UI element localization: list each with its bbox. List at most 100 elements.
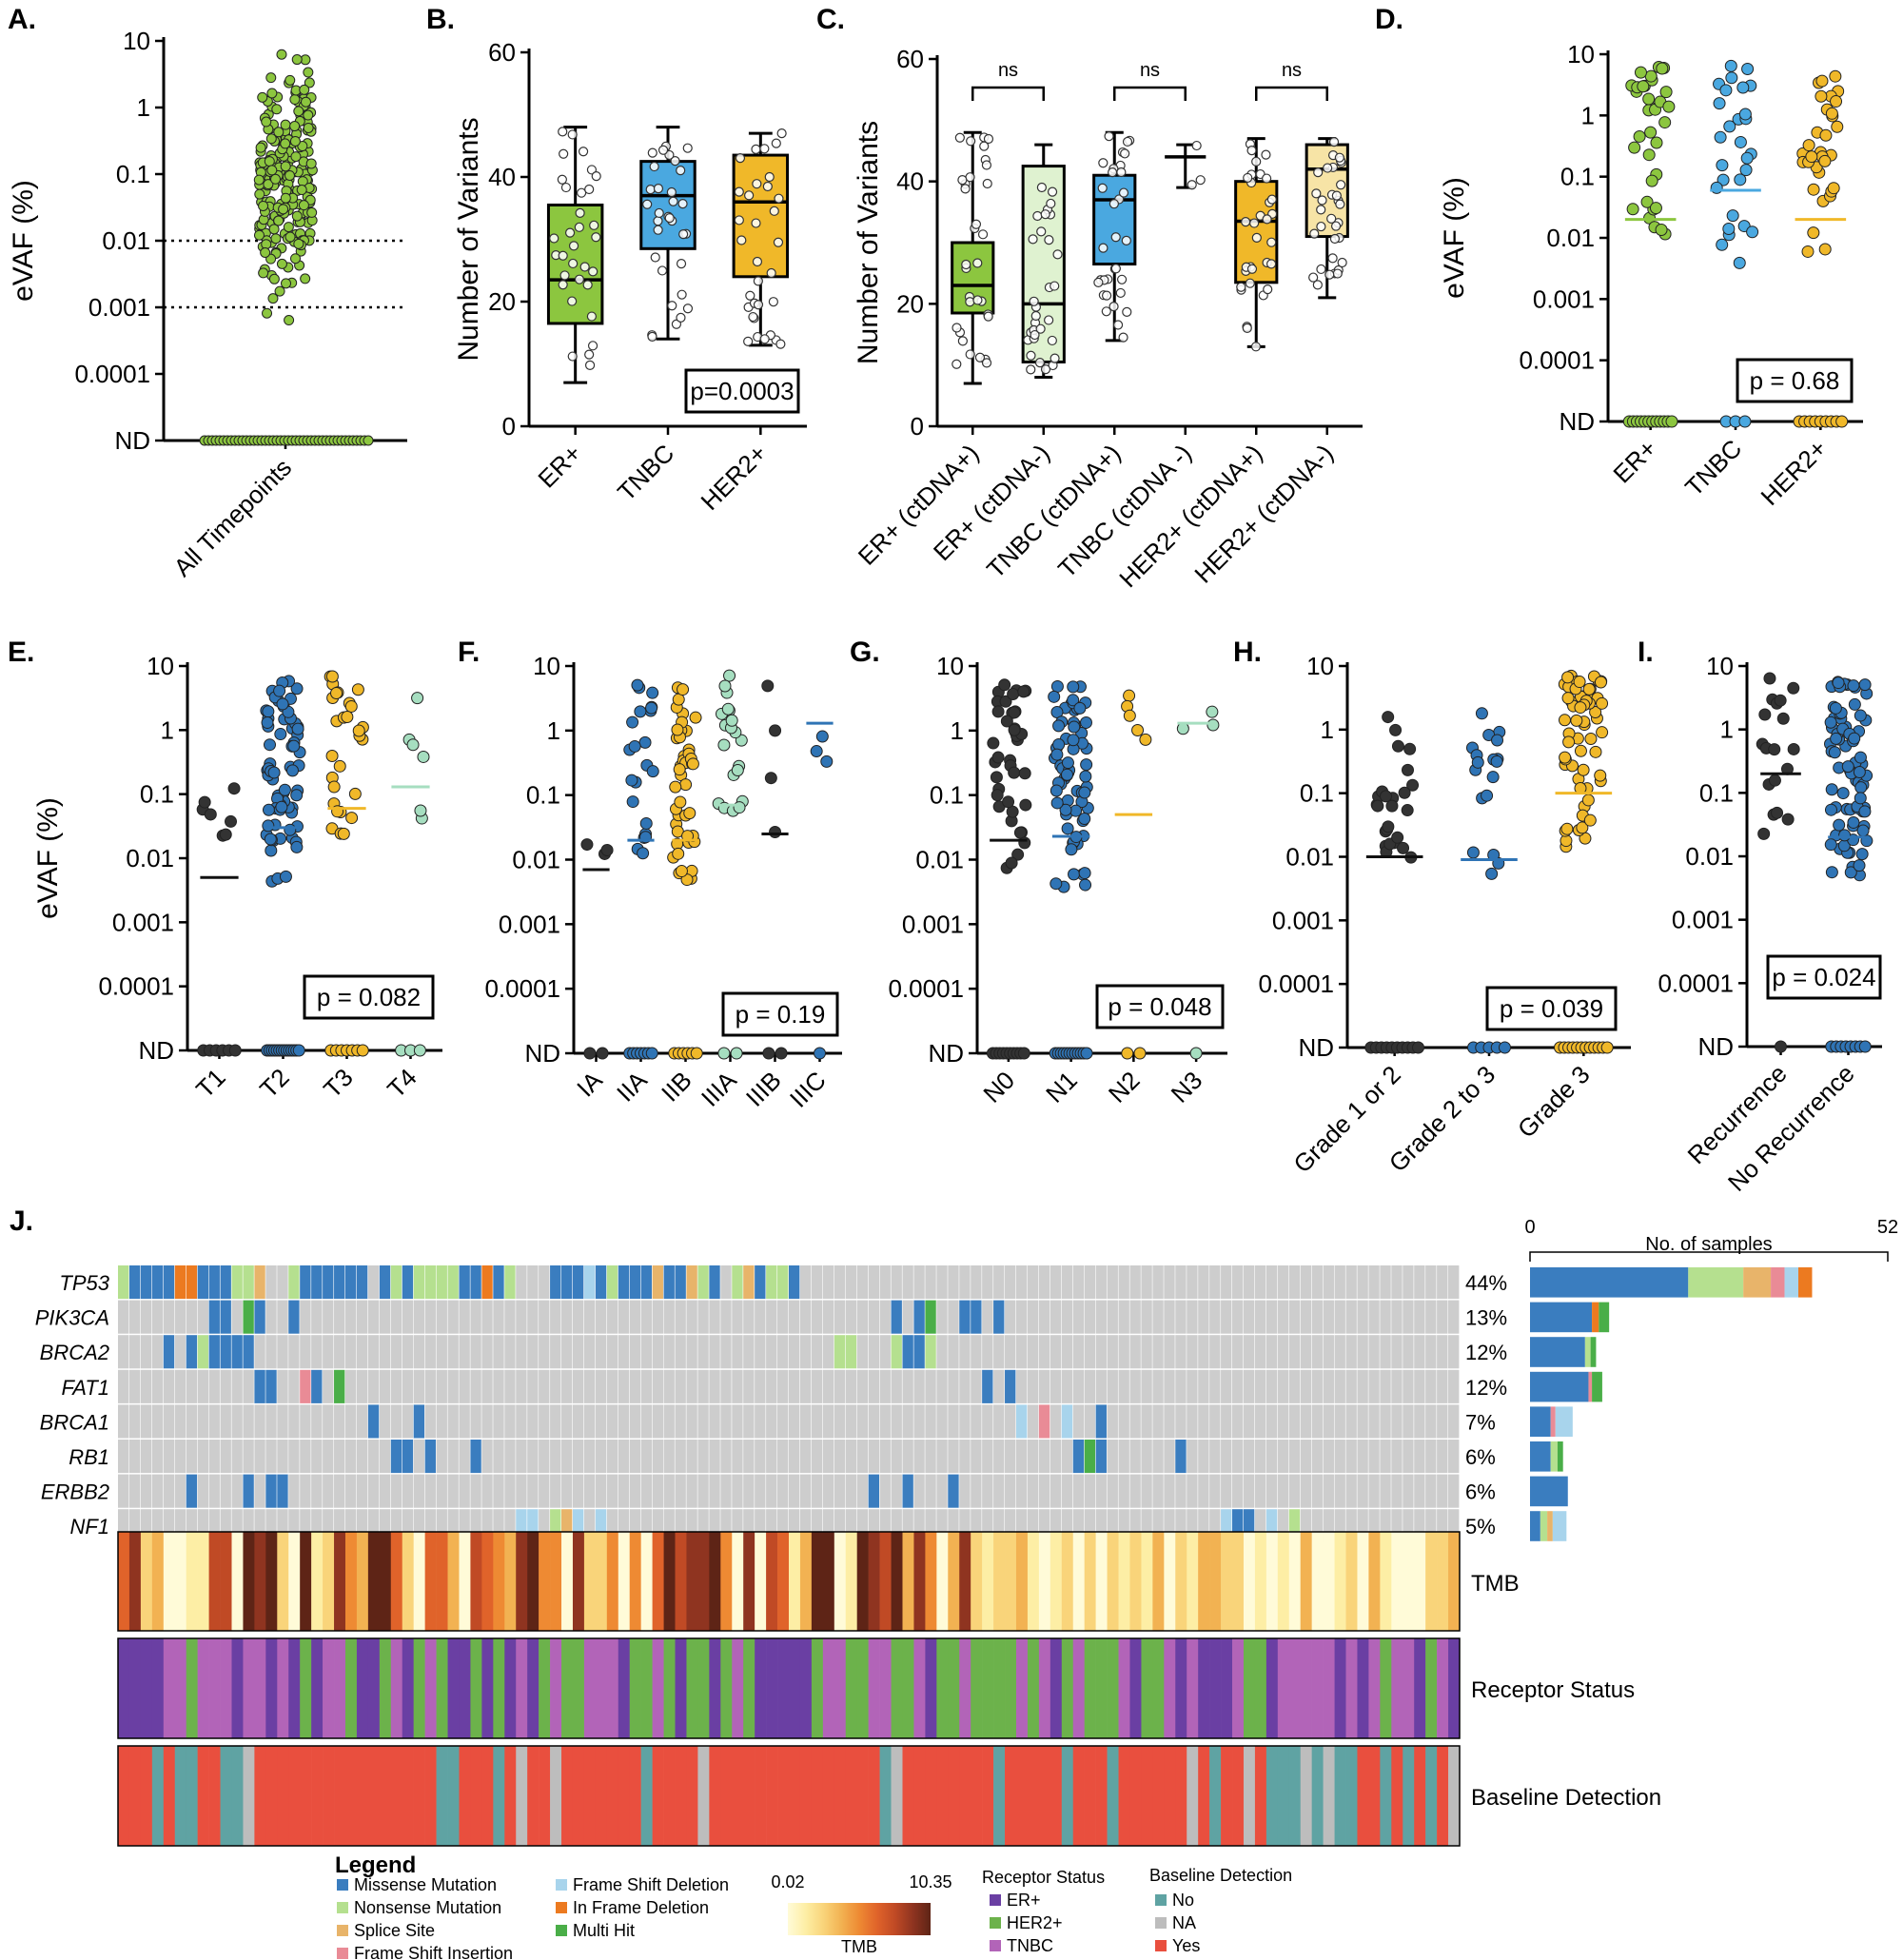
significance-bracket — [971, 86, 1045, 101]
mutation-cell — [1050, 1509, 1062, 1543]
mutation-cell — [561, 1404, 573, 1439]
baseline-cell — [390, 1746, 403, 1846]
mutation-cell — [799, 1474, 812, 1508]
mutation-cell — [1425, 1265, 1437, 1300]
mutation-cell — [1391, 1404, 1403, 1439]
mutation-cell — [652, 1265, 663, 1300]
receptor-cell — [1050, 1638, 1063, 1738]
y-tick-label: 1 — [1581, 101, 1595, 129]
receptor-cell — [402, 1638, 414, 1738]
data-point — [1574, 744, 1587, 757]
mutation-cell — [709, 1369, 720, 1403]
baseline-cell — [1221, 1746, 1233, 1846]
mutation-cell — [982, 1335, 993, 1369]
mutation-cell — [1050, 1474, 1062, 1508]
mutation-cell — [1072, 1440, 1085, 1474]
baseline-cell — [936, 1746, 949, 1846]
mutation-cell — [277, 1265, 288, 1300]
panel-label: D. — [1375, 4, 1403, 35]
gene-percent: 6% — [1465, 1480, 1496, 1504]
mutation-cell — [516, 1265, 527, 1300]
tmb-cell — [493, 1532, 505, 1631]
data-point — [253, 174, 265, 186]
mutation-cell — [128, 1369, 141, 1403]
data-point — [972, 295, 983, 305]
mutation-cell — [948, 1369, 959, 1403]
mutation-cell — [356, 1300, 368, 1334]
mutation-cell — [1448, 1265, 1460, 1300]
mutation-cell — [1015, 1474, 1028, 1508]
baseline-cell — [323, 1746, 335, 1846]
mutation-cell — [1095, 1404, 1107, 1439]
p-value-box — [721, 991, 839, 1037]
mutation-cell — [902, 1335, 913, 1369]
mutation-cell — [186, 1369, 198, 1403]
mutation-cell — [1005, 1335, 1016, 1369]
data-point — [289, 94, 301, 106]
mutation-cell — [504, 1404, 516, 1439]
mutation-cell — [1027, 1440, 1039, 1474]
data-point — [586, 165, 598, 175]
mutation-cell — [390, 1300, 402, 1334]
mutation-cell — [686, 1440, 697, 1474]
data-point — [284, 315, 295, 326]
x-tick-label: IIIB — [740, 1066, 787, 1112]
mutation-cell — [925, 1265, 936, 1300]
mutation-cell — [527, 1509, 539, 1543]
mutation-cell — [424, 1265, 436, 1300]
mutation-cell — [470, 1474, 481, 1508]
receptor-cell — [344, 1638, 358, 1738]
receptor-cell — [902, 1638, 914, 1738]
data-point — [1717, 173, 1730, 186]
mutation-cell — [459, 1509, 470, 1543]
mutation-cell — [618, 1509, 630, 1543]
data-point — [1311, 188, 1322, 199]
data-point — [1073, 701, 1087, 715]
panel-label: F. — [458, 637, 480, 668]
baseline-cell — [186, 1746, 198, 1846]
sample-bar-missense — [1530, 1511, 1540, 1541]
mutation-cell — [936, 1369, 948, 1403]
data-point — [1634, 66, 1647, 79]
mutation-cell — [1403, 1265, 1414, 1300]
mutation-cell — [300, 1440, 311, 1474]
mutation-cell — [606, 1440, 618, 1474]
data-point — [1829, 701, 1842, 715]
mutation-cell — [1187, 1335, 1198, 1369]
mutation-cell — [550, 1300, 561, 1334]
data-point — [255, 142, 266, 153]
tmb-cell — [1357, 1532, 1369, 1631]
x-tick-label: TNBC — [612, 439, 679, 506]
receptor-cell — [1288, 1638, 1302, 1738]
data-point — [290, 151, 302, 163]
data-point — [1734, 173, 1747, 186]
significance-label: ns — [1282, 60, 1302, 81]
mutation-cell — [856, 1300, 869, 1334]
mutation-cell — [1311, 1440, 1324, 1474]
legend-label: Multi Hit — [573, 1921, 635, 1940]
mutation-cell — [1129, 1404, 1141, 1439]
mutation-cell — [993, 1265, 1005, 1300]
mutation-cell — [1288, 1440, 1301, 1474]
tmb-cell — [1209, 1532, 1222, 1631]
mutation-cell — [1288, 1474, 1301, 1508]
receptor-cell — [1425, 1638, 1438, 1738]
mutation-cell — [402, 1300, 414, 1334]
y-tick-label: ND — [1298, 1033, 1334, 1062]
mutation-cell — [1187, 1300, 1198, 1334]
data-point — [645, 701, 658, 715]
data-point-nd — [775, 1047, 788, 1060]
data-point — [971, 219, 982, 229]
mutation-cell — [845, 1300, 857, 1334]
data-point — [1491, 734, 1504, 747]
y-tick-label: 0.0001 — [484, 974, 560, 1003]
mutation-cell — [197, 1404, 208, 1439]
mutation-cell — [1425, 1300, 1437, 1334]
mutation-cell — [1209, 1335, 1221, 1369]
mutation-cell — [879, 1440, 891, 1474]
mutation-cell — [356, 1369, 368, 1403]
receptor-cell — [379, 1638, 392, 1738]
mutation-cell — [288, 1474, 300, 1508]
mutation-cell — [379, 1265, 391, 1300]
mutation-cell — [1015, 1369, 1028, 1403]
